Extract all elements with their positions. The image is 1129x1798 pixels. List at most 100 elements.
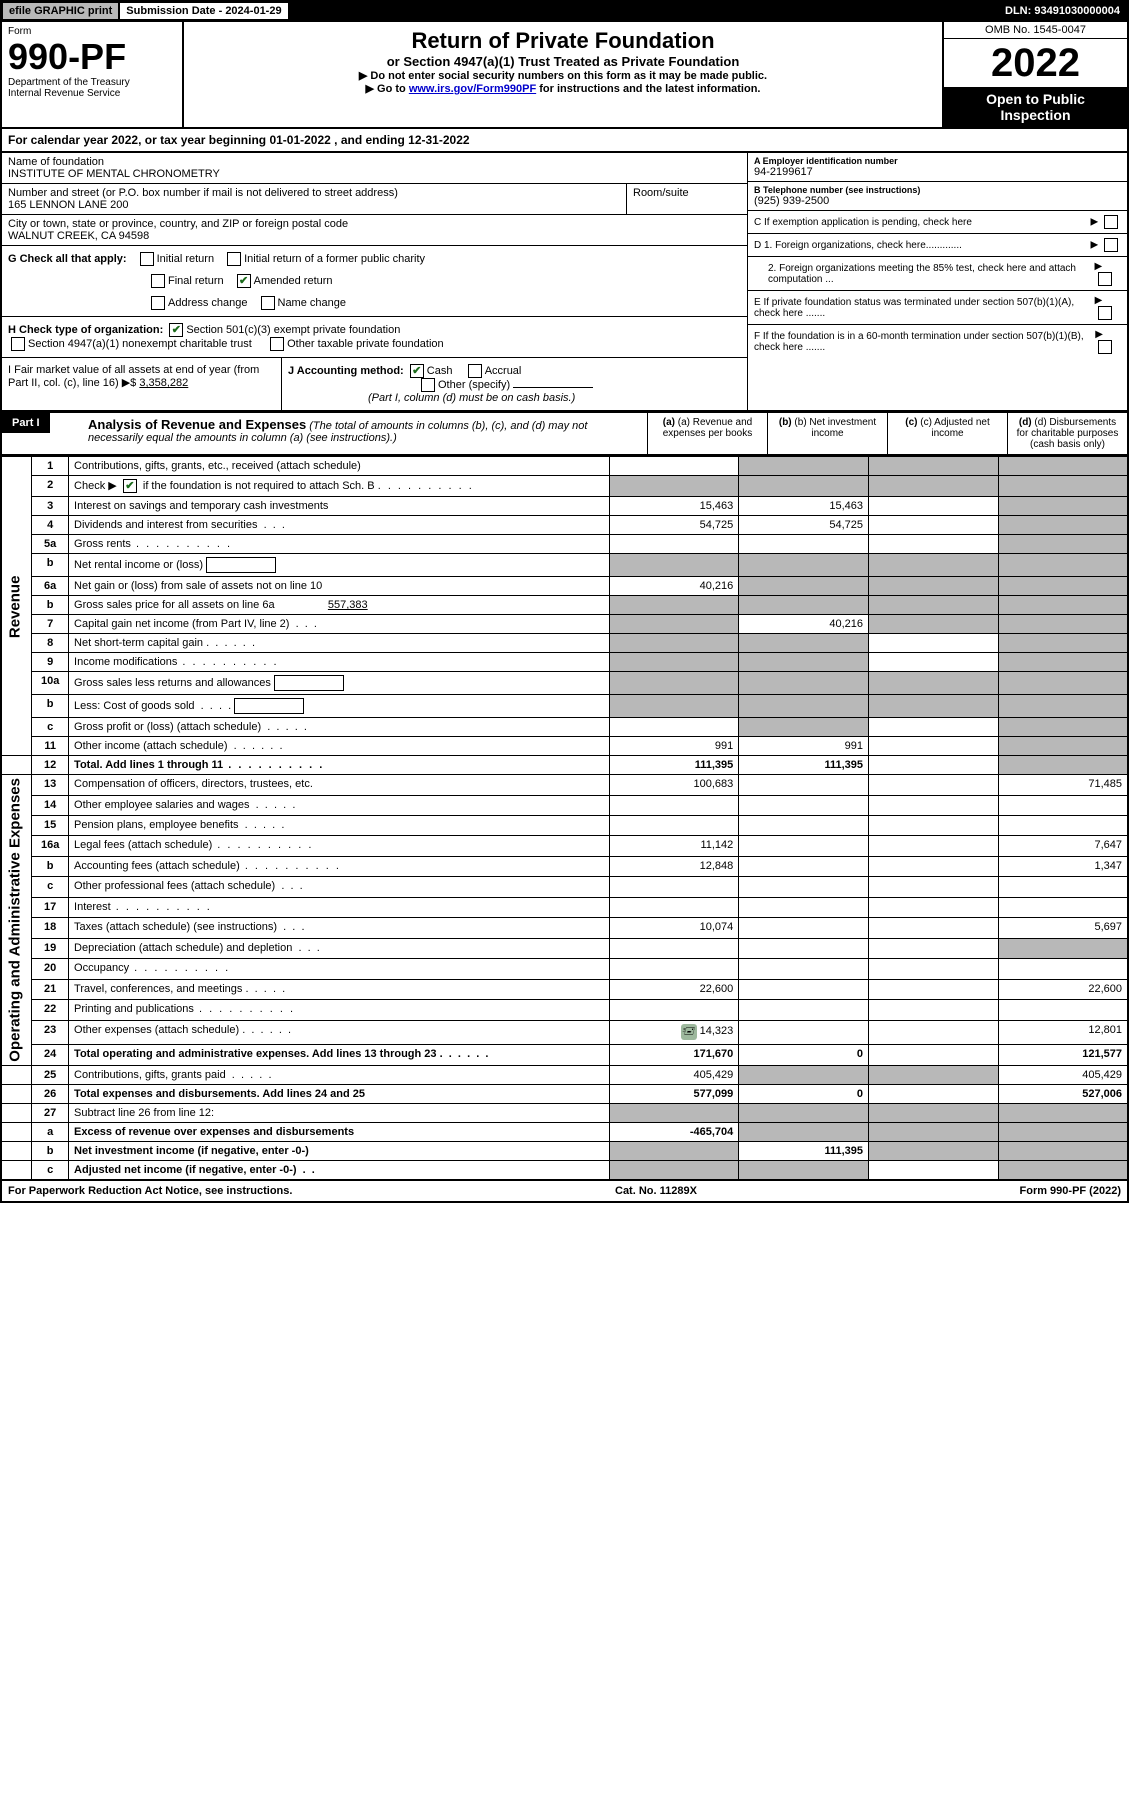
cell-8b [739,634,869,653]
checkbox-accrual[interactable] [468,364,482,378]
form990pf-link[interactable]: www.irs.gov/Form990PF [409,83,536,95]
checkbox-cash[interactable]: ✔ [410,364,424,378]
line-desc: Check ▶ ✔ if the foundation is not requi… [69,476,610,497]
city-value: WALNUT CREEK, CA 94598 [8,230,741,242]
cell-27ac [869,1122,999,1141]
line-desc: Gross rents [69,535,610,554]
street-value: 165 LENNON LANE 200 [8,199,620,211]
form-number: 990-PF [8,39,176,75]
cell-27bb: 111,395 [739,1141,869,1160]
row-10c: c Gross profit or (loss) (attach schedul… [1,718,1128,737]
line-desc: Net investment income (if negative, ente… [69,1141,610,1160]
part1-badge: Part I [2,413,50,433]
line-num: 16a [32,836,69,856]
cell-10ca [609,718,739,737]
inline-box-10a[interactable] [274,675,344,691]
line-desc: Subtract line 26 from line 12: [69,1103,610,1122]
line-num: 6a [32,577,69,596]
dots [212,839,313,851]
checkbox-501c3[interactable]: ✔ [169,323,183,337]
checkbox-c[interactable] [1104,215,1118,229]
attachment-icon[interactable]: 🖅 [681,1024,697,1040]
entity-right: A Employer identification number 94-2199… [747,153,1127,410]
col-b-header: (b) (b) Net investment income [767,413,887,454]
line-num: 27 [32,1103,69,1122]
r12-desc: Total. Add lines 1 through 11 [74,759,223,771]
checkbox-address-change[interactable] [151,296,165,310]
g-amended: Amended return [254,275,333,287]
r14-desc: Other employee salaries and wages [74,799,249,811]
cell-10aa [609,672,739,695]
cell-12a: 111,395 [609,756,739,775]
cell-13c [869,775,999,795]
cell-23b [739,1020,869,1045]
cell-10cb [739,718,869,737]
g-label: G Check all that apply: [8,253,127,265]
line-num: 15 [32,816,69,836]
cell-5aa [609,535,739,554]
j-accrual: Accrual [485,365,522,377]
line-desc: Other employee salaries and wages . . . … [69,795,610,815]
col-d-text: (d) Disbursements for charitable purpose… [1017,417,1119,450]
cell-5ab [739,535,869,554]
cell-6ab [739,577,869,596]
checkbox-amended-return[interactable]: ✔ [237,274,251,288]
open-line1: Open to Public [948,91,1123,107]
cell-25d: 405,429 [998,1065,1128,1084]
checkbox-f[interactable] [1098,340,1112,354]
other-specify-input[interactable] [513,387,593,388]
line-num: b [32,554,69,577]
r11-desc: Other income (attach schedule) [74,740,227,752]
row-14: 14 Other employee salaries and wages . .… [1,795,1128,815]
line-num: b [32,1141,69,1160]
checkbox-d1[interactable] [1104,238,1118,252]
cell-10cd [998,718,1128,737]
row-10a: 10a Gross sales less returns and allowan… [1,672,1128,695]
checkbox-initial-return[interactable] [140,252,154,266]
cell-21d: 22,600 [998,979,1128,999]
cell-27d [998,1103,1128,1122]
line-num: 17 [32,897,69,917]
checkbox-other-taxable[interactable] [270,337,284,351]
inline-box-5b[interactable] [206,557,276,573]
cell-17c [869,897,999,917]
footer-center: Cat. No. 11289X [615,1185,697,1197]
cell-14d [998,795,1128,815]
checkbox-4947a1[interactable] [11,337,25,351]
submission-date: Submission Date - 2024-01-29 [120,3,287,19]
r15-desc: Pension plans, employee benefits [74,819,239,831]
r10c-desc: Gross profit or (loss) (attach schedule) [74,721,261,733]
checkbox-final-return[interactable] [151,274,165,288]
cell-4d [998,516,1128,535]
line-desc: Interest [69,897,610,917]
checkbox-sch-b[interactable]: ✔ [123,479,137,493]
r18-desc: Taxes (attach schedule) (see instruction… [74,921,277,933]
cell-16bb [739,856,869,876]
cell-3b: 15,463 [739,497,869,516]
line-num: 11 [32,737,69,756]
cell-24d: 121,577 [998,1045,1128,1066]
cell-18b [739,918,869,938]
checkbox-name-change[interactable] [261,296,275,310]
cell-8d [998,634,1128,653]
cell-18c [869,918,999,938]
checkbox-other-method[interactable] [421,378,435,392]
part1-header-row: Part I Analysis of Revenue and Expenses … [0,412,1129,456]
line-num: 13 [32,775,69,795]
phone-row: B Telephone number (see instructions) (9… [748,182,1127,211]
cell-25c [869,1065,999,1084]
line-desc: Total expenses and disbursements. Add li… [69,1084,610,1103]
row-6a: 6a Net gain or (loss) from sale of asset… [1,577,1128,596]
row-2: 2 Check ▶ ✔ if the foundation is not req… [1,476,1128,497]
line-num: 2 [32,476,69,497]
checkbox-initial-former[interactable] [227,252,241,266]
checkbox-e[interactable] [1098,306,1112,320]
efile-label[interactable]: efile GRAPHIC print [3,3,118,19]
line-desc: Compensation of officers, directors, tru… [69,775,610,795]
g-initial-former: Initial return of a former public charit… [244,253,425,265]
h-opt1: Section 501(c)(3) exempt private foundat… [186,324,400,336]
j-other: Other (specify) [438,379,510,391]
checkbox-d2[interactable] [1098,272,1112,286]
inline-box-10b[interactable] [234,698,304,714]
c-label: C If exemption application is pending, c… [754,217,972,228]
